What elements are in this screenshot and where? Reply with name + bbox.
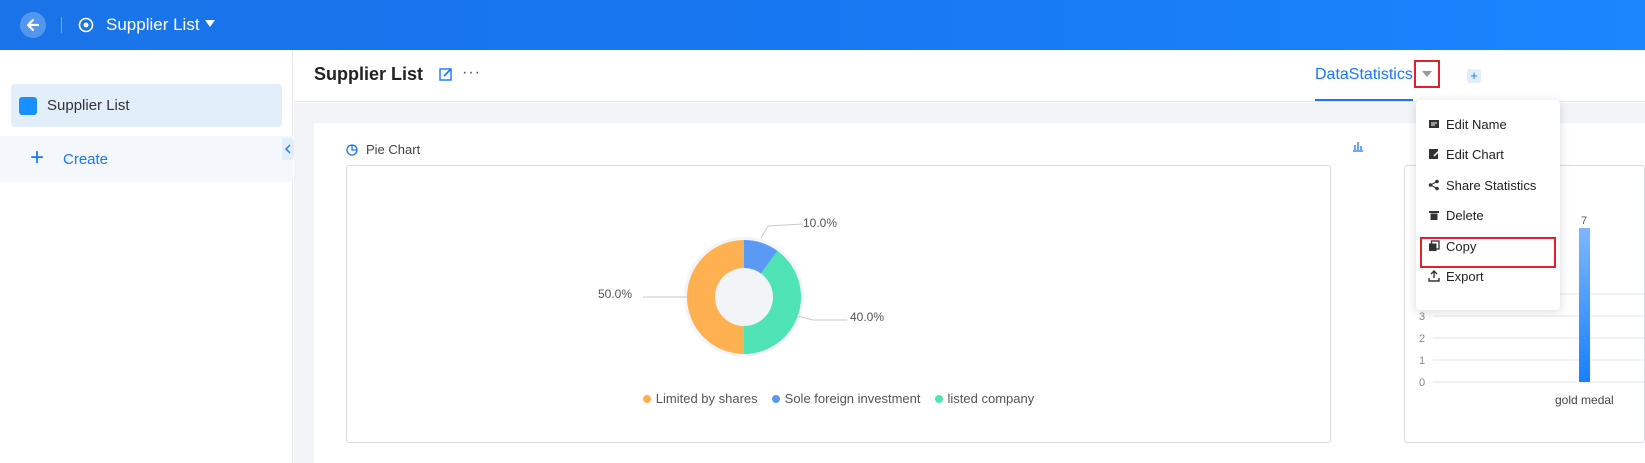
trash-icon xyxy=(1429,211,1439,220)
menu-item-export[interactable]: Export xyxy=(1428,264,1484,288)
bar-chart-card: 012347gold medal xyxy=(1404,165,1645,443)
caret-down-icon xyxy=(1422,70,1432,77)
pie-slice-listed-company[interactable] xyxy=(744,250,801,354)
menu-item-label: Edit Chart xyxy=(1446,146,1504,162)
legend-dot xyxy=(642,394,651,403)
legend-item[interactable]: Sole foreign investment xyxy=(771,391,921,406)
bar-x-label: gold medal xyxy=(1555,393,1614,407)
more-icon[interactable]: ··· xyxy=(462,64,481,81)
list-icon xyxy=(19,97,37,115)
menu-item-label: Copy xyxy=(1446,238,1477,254)
menu-item-label: Delete xyxy=(1446,207,1484,223)
caret-down-icon[interactable] xyxy=(205,20,215,28)
pie-label-limited: 50.0% xyxy=(598,287,633,301)
edit-chart-icon xyxy=(1429,149,1440,159)
edit-icon[interactable] xyxy=(439,67,453,81)
pie-slice-sole-foreign-investment[interactable] xyxy=(744,240,778,274)
pie-chart-icon xyxy=(346,143,358,156)
create-label: Create xyxy=(63,151,109,168)
pie-label-listed: 40.0% xyxy=(850,310,885,324)
export-icon xyxy=(1428,270,1440,282)
topbar-divider xyxy=(61,17,62,33)
bar-value-label: 7 xyxy=(1581,215,1587,227)
legend-label: listed company xyxy=(947,391,1035,406)
bar-y-tick: 2 xyxy=(1419,333,1425,345)
pie-leader-line xyxy=(796,315,847,321)
page-header: Supplier List ··· DataStatistics + xyxy=(294,50,1645,102)
pie-chart-title: Pie Chart xyxy=(366,142,421,157)
tab-active-indicator xyxy=(1315,99,1413,101)
back-button[interactable] xyxy=(20,12,46,38)
bar-gold-medal[interactable] xyxy=(1579,228,1590,382)
app-title[interactable]: Supplier List xyxy=(106,15,200,34)
tab-context-menu: Edit Name Edit Chart Share Statistics De… xyxy=(1416,100,1560,310)
menu-item-edit-chart[interactable]: Edit Chart xyxy=(1428,142,1504,166)
bar-chart: 012347gold medal xyxy=(1419,215,1644,407)
legend-dot xyxy=(771,394,780,403)
menu-item-share-statistics[interactable]: Share Statistics xyxy=(1428,173,1536,197)
legend-item[interactable]: listed company xyxy=(934,391,1035,406)
bar-chart-icon xyxy=(1353,142,1363,152)
legend-dot xyxy=(934,394,943,403)
bar-y-tick: 1 xyxy=(1419,355,1425,367)
menu-item-copy[interactable]: Copy xyxy=(1428,234,1476,258)
bar-y-tick: 3 xyxy=(1419,311,1425,323)
menu-item-delete[interactable]: Delete xyxy=(1428,203,1484,227)
tab-datastatistics[interactable]: DataStatistics xyxy=(1315,66,1413,83)
chevron-left-icon xyxy=(285,144,291,154)
arrow-left-icon xyxy=(26,18,40,32)
add-tab-button[interactable]: + xyxy=(1467,69,1481,83)
menu-item-label: Edit Name xyxy=(1446,116,1507,132)
sidebar-item-label: Supplier List xyxy=(47,97,130,114)
app-icon xyxy=(78,17,94,33)
menu-item-label: Share Statistics xyxy=(1446,177,1537,193)
create-button[interactable]: + Create xyxy=(0,136,293,182)
pie-legend: Limited by shares Sole foreign investmen… xyxy=(347,391,1330,406)
menu-item-label: Export xyxy=(1446,268,1484,284)
sidebar-collapse-button[interactable] xyxy=(282,138,294,160)
pie-label-foreign: 10.0% xyxy=(803,216,838,230)
copy-icon xyxy=(1429,240,1440,251)
pie-chart-card: 10.0% 50.0% 40.0% Limited by shares Sole… xyxy=(346,165,1331,443)
copy-highlight-box xyxy=(1420,237,1556,268)
legend-item[interactable]: Limited by shares xyxy=(642,391,758,406)
menu-item-edit-name[interactable]: Edit Name xyxy=(1428,112,1507,136)
plus-icon: + xyxy=(30,144,45,171)
pie-leader-line xyxy=(760,223,804,239)
share-icon xyxy=(1428,179,1439,191)
legend-label: Limited by shares xyxy=(655,391,758,406)
sidebar-item-supplier-list[interactable]: Supplier List xyxy=(11,84,282,127)
edit-name-icon xyxy=(1429,120,1439,128)
pie-slice-limited-by-shares[interactable] xyxy=(687,240,744,354)
pie-chart-caption: Pie Chart xyxy=(346,142,420,157)
bar-y-tick: 0 xyxy=(1419,377,1425,389)
sidebar: Supplier List + Create xyxy=(0,50,294,463)
pie-chart xyxy=(643,223,847,357)
legend-label: Sole foreign investment xyxy=(784,391,921,406)
tab-dropdown-button[interactable] xyxy=(1414,60,1440,88)
page-title: Supplier List xyxy=(314,64,424,84)
top-bar: Supplier List xyxy=(0,0,1645,50)
